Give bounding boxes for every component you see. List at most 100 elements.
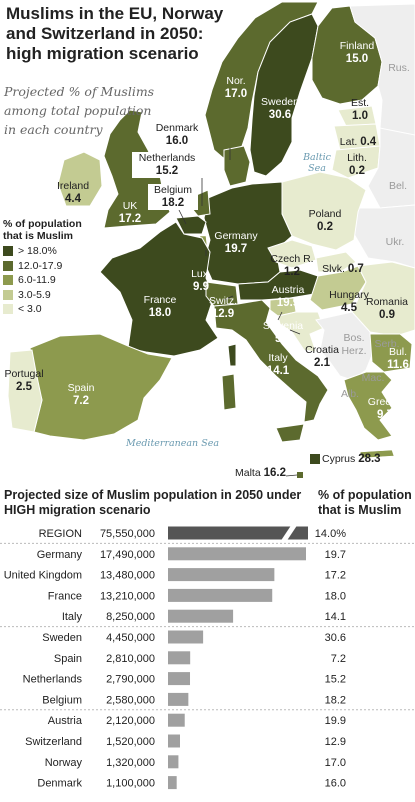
label-estonia: Est. 1.0: [350, 97, 370, 122]
bar-category-label: Denmark: [37, 778, 82, 790]
map-portugal: [7, 349, 43, 433]
legend-item: 3.0-5.9: [3, 288, 113, 303]
pct-value-label: 19.9: [325, 715, 346, 727]
bar-category-label: Sweden: [42, 632, 82, 644]
bar-category-label: France: [48, 590, 82, 602]
pct-value-label: 17.2: [325, 570, 346, 582]
map-croatia: [277, 311, 325, 353]
map-france: [99, 221, 219, 357]
label-czech: Czech R. 1.2: [270, 253, 314, 278]
bar-category-label: REGION: [39, 528, 82, 540]
label-albania: Alb.: [340, 388, 360, 400]
pct-value-label: 12.9: [325, 736, 346, 748]
map-corsica: [227, 343, 237, 367]
bar: [168, 609, 234, 623]
label-ireland: Ireland 4.4: [56, 180, 90, 205]
bar-category-label: Netherlands: [23, 674, 83, 686]
label-austria: Austria 19.9: [271, 284, 305, 309]
label-slovakia: Slvk. 0.7: [322, 263, 364, 275]
map-crete: [359, 449, 395, 459]
map-panel: Muslims in the EU, Norway and Switzerlan…: [3, 1, 415, 479]
map-italy: [213, 299, 329, 423]
label-poland: Poland 0.2: [308, 208, 342, 233]
legend-swatch: [3, 260, 13, 271]
label-netherlands: Netherlands 15.2: [132, 152, 202, 178]
label-hungary: Hungary 4.5: [329, 289, 369, 314]
label-cyprus: Cyprus 28.3: [322, 453, 381, 465]
label-uk: UK 17.2: [118, 200, 142, 225]
label-france: France 18.0: [143, 294, 177, 319]
label-bosnia: Bos. Herz.: [341, 332, 367, 357]
pct-value-label: 19.7: [325, 549, 346, 561]
label-belarus: Bel.: [388, 180, 408, 192]
legend-item: 12.0-17.9: [3, 259, 113, 274]
label-norway: Nor. 17.0: [224, 75, 248, 100]
label-russia: Rus.: [388, 62, 410, 74]
pct-value-label: 16.0: [325, 778, 346, 790]
bar: [168, 734, 180, 748]
label-lithuania: Lith. 0.2: [347, 152, 367, 177]
bar-category-label: Switzerland: [25, 736, 82, 748]
map-greece: [343, 371, 393, 441]
legend-label: < 3.0: [18, 303, 42, 316]
bar-value-label: 17,490,000: [100, 549, 155, 561]
map-sicily: [275, 423, 305, 443]
bar-value-label: 2,810,000: [106, 653, 155, 665]
map-bulgaria: [369, 333, 413, 373]
bar-category-label: Norway: [45, 757, 83, 769]
bar-category-label: Italy: [62, 611, 83, 623]
label-italy: Italy 14.1: [266, 352, 290, 377]
bar-value-label: 13,480,000: [100, 570, 155, 582]
map-title: Muslims in the EU, Norway and Switzerlan…: [6, 4, 224, 63]
map-sardinia: [221, 373, 237, 411]
label-slovenia: Slovenia 5.2: [262, 320, 304, 345]
legend-item: 6.0-11.9: [3, 273, 113, 288]
label-baltic-sea: Baltic Sea: [303, 152, 331, 174]
label-portugal: Portugal 2.5: [4, 368, 44, 393]
label-ukraine: Ukr.: [385, 236, 405, 248]
bar-value-label: 2,120,000: [106, 715, 155, 727]
label-finland: Finland 15.0: [339, 40, 375, 65]
label-latvia: Lat. 0.4: [339, 136, 377, 148]
pct-value-label: 18.0: [325, 590, 346, 602]
bar: [168, 776, 177, 790]
label-germany: Germany 19.7: [214, 230, 258, 255]
bar-category-label: Belgium: [42, 694, 82, 706]
legend-label: > 18.0%: [18, 245, 57, 258]
map-lithuania: [331, 145, 381, 179]
europe-map: [7, 1, 415, 478]
bar-value-label: 4,450,000: [106, 632, 155, 644]
map-ireland: [57, 151, 103, 207]
label-croatia: Croatia 2.1: [305, 344, 339, 369]
legend-label: 12.0-17.9: [18, 259, 63, 272]
pct-value-label: 30.6: [325, 632, 346, 644]
bar-value-label: 8,250,000: [106, 611, 155, 623]
label-greece: Greece 9.7: [367, 396, 403, 421]
map-malta: [297, 472, 303, 478]
legend-swatch: [3, 275, 13, 286]
bar: [168, 672, 191, 686]
legend-item: < 3.0: [3, 302, 113, 317]
label-serbia: Serb.: [374, 338, 400, 350]
bar: [168, 651, 191, 665]
bar-chart-panel: Projected size of Muslim population in 2…: [0, 484, 415, 802]
bar-category-label: Spain: [54, 653, 82, 665]
legend-title: % of population that is Muslim: [3, 218, 82, 242]
bar-value-label: 2,580,000: [106, 694, 155, 706]
bar-category-label: United Kingdom: [4, 570, 82, 582]
legend-swatch: [3, 246, 13, 257]
bar-value-label: 75,550,000: [100, 528, 155, 540]
legend-swatch: [3, 304, 13, 315]
label-mediterranean-sea: Mediterranean Sea: [126, 438, 219, 449]
bar-chart: REGION 75,550,000 14.0% Germany 17,490,000 19…: [0, 525, 415, 790]
map-belarus: [367, 127, 415, 209]
label-macedonia: Mac.: [361, 372, 385, 384]
bar-value-label: 1,100,000: [106, 778, 155, 790]
map-hungary: [309, 265, 367, 311]
bar: [168, 526, 308, 540]
pct-value-label: 14.0%: [315, 528, 346, 540]
bar-value-label: 1,520,000: [106, 736, 155, 748]
map-subtitle: Projected % of Muslims among total popul…: [4, 84, 155, 137]
label-switzerland: Switz. 12.9: [208, 295, 237, 320]
map-legend: % of population that is Muslim > 18.0% 12…: [3, 218, 113, 317]
